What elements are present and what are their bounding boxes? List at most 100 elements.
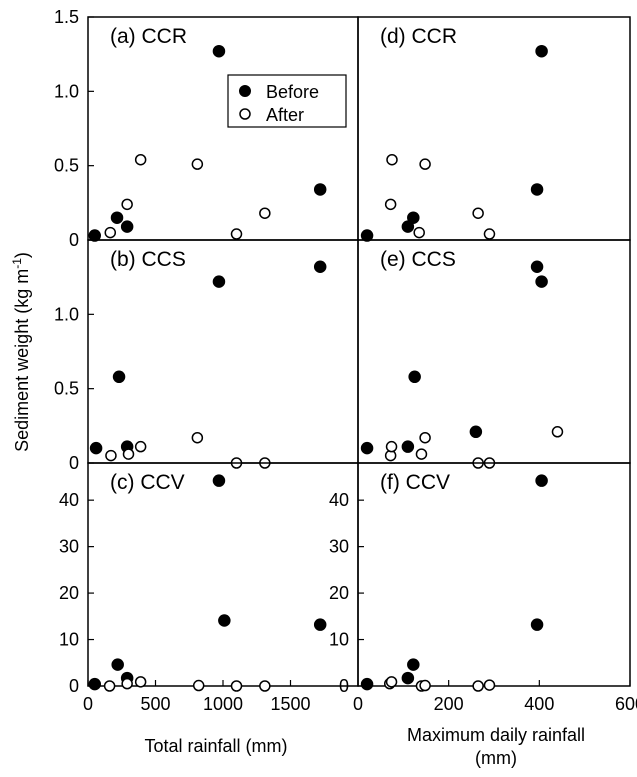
x-tick-label: 600 xyxy=(615,694,637,714)
after-point xyxy=(191,431,204,444)
after-point xyxy=(134,440,147,453)
y-tick-label: 0 xyxy=(69,453,79,473)
y-tick-label: 30 xyxy=(329,537,349,557)
y-tick-label: 40 xyxy=(59,490,79,510)
after-point xyxy=(551,426,564,438)
after-point xyxy=(134,676,147,688)
panel-label: (f) CCV xyxy=(380,471,450,494)
after-point xyxy=(419,679,431,692)
x-tick-label: 0 xyxy=(353,694,363,714)
x-tick-label: 400 xyxy=(524,694,554,714)
after-point xyxy=(259,207,271,219)
y-tick-label: 30 xyxy=(59,537,79,557)
y-axis-label: Sediment weight (kg m-1) xyxy=(10,252,32,452)
before-point xyxy=(212,474,226,487)
before-point xyxy=(535,474,548,487)
y-tick-label: 40 xyxy=(329,490,349,510)
panels-group: (a) CCR 0 0.5 1.0 1.5 (b) CCS 0 0.5 1.0 (c) CCV 0 1… xyxy=(54,7,637,714)
y-tick-label: 1.5 xyxy=(54,7,79,27)
panel-frame xyxy=(357,239,631,464)
after-point xyxy=(385,676,398,688)
before-point xyxy=(407,658,420,671)
before-point xyxy=(401,440,415,453)
y-tick-label: 0.5 xyxy=(54,379,79,399)
before-point xyxy=(313,618,327,631)
panel-label: (e) CCS xyxy=(380,248,456,271)
before-point xyxy=(120,220,134,233)
after-point xyxy=(103,680,116,692)
after-point xyxy=(104,226,117,239)
after-point xyxy=(230,228,243,240)
before-point xyxy=(401,671,415,685)
before-point xyxy=(535,44,548,58)
after-point xyxy=(472,680,484,692)
x-tick-label: 1000 xyxy=(203,694,243,714)
before-point xyxy=(212,275,226,288)
after-point xyxy=(192,679,205,692)
panel-frame xyxy=(87,239,359,464)
after-point xyxy=(419,158,431,170)
panel-label: (c) CCV xyxy=(110,471,185,494)
before-point xyxy=(530,183,544,196)
before-point xyxy=(88,229,101,242)
panel-label: (b) CCS xyxy=(110,248,186,271)
y-tick-label: 10 xyxy=(329,630,349,650)
panel-label: (d) CCR xyxy=(380,25,457,48)
before-point xyxy=(360,441,374,455)
after-point xyxy=(121,198,133,211)
y-tick-label: 20 xyxy=(329,583,349,603)
x-tick-label: 500 xyxy=(140,694,170,714)
x-axis-label-right-line2: (mm) xyxy=(475,748,517,768)
x-tick-label: 200 xyxy=(434,694,464,714)
before-point xyxy=(89,441,103,455)
before-point xyxy=(535,275,548,288)
panel-frame xyxy=(87,462,359,687)
after-point xyxy=(230,680,243,692)
after-point xyxy=(483,228,496,240)
y-tick-label: 1.0 xyxy=(54,304,79,324)
before-point xyxy=(360,229,374,242)
y-tick-label: 0 xyxy=(69,230,79,250)
y-tick-label: 20 xyxy=(59,583,79,603)
y-tick-label: 0.5 xyxy=(54,156,79,176)
after-point xyxy=(483,679,496,691)
legend-after-label: After xyxy=(266,105,304,125)
before-point xyxy=(218,614,231,627)
panel-frame xyxy=(357,16,631,241)
before-point xyxy=(212,44,226,58)
before-point xyxy=(530,618,544,631)
after-point xyxy=(134,153,147,166)
after-point xyxy=(413,226,425,239)
before-point xyxy=(313,183,327,196)
before-point xyxy=(313,260,327,274)
before-point xyxy=(112,370,126,384)
x-tick-label: 1500 xyxy=(270,694,310,714)
after-point xyxy=(105,449,117,462)
panel-label: (a) CCR xyxy=(110,25,187,48)
after-point xyxy=(385,440,398,453)
after-point xyxy=(259,680,271,692)
before-point xyxy=(530,260,544,274)
after-point xyxy=(122,448,135,460)
after-point xyxy=(419,431,431,444)
after-point xyxy=(384,198,397,211)
y-tick-label: 10 xyxy=(59,630,79,650)
before-point xyxy=(110,211,124,224)
y-tick-label: 1.0 xyxy=(54,81,79,101)
after-point xyxy=(415,448,428,460)
before-point xyxy=(408,370,421,384)
before-point xyxy=(360,677,374,691)
y-tick-label: 0 xyxy=(339,676,349,696)
x-axis-label-right-line1: Maximum daily rainfall xyxy=(407,725,585,745)
legend-before-label: Before xyxy=(266,82,319,102)
after-point xyxy=(386,153,398,166)
y-axis-label-superscript: -1 xyxy=(10,258,24,269)
before-point xyxy=(469,425,483,439)
legend-before-marker xyxy=(239,85,251,97)
panel-frame xyxy=(357,462,631,687)
legend-after-marker xyxy=(239,108,251,120)
x-tick-label: 0 xyxy=(83,694,93,714)
before-point xyxy=(401,220,415,233)
legend: Before After xyxy=(227,74,347,128)
